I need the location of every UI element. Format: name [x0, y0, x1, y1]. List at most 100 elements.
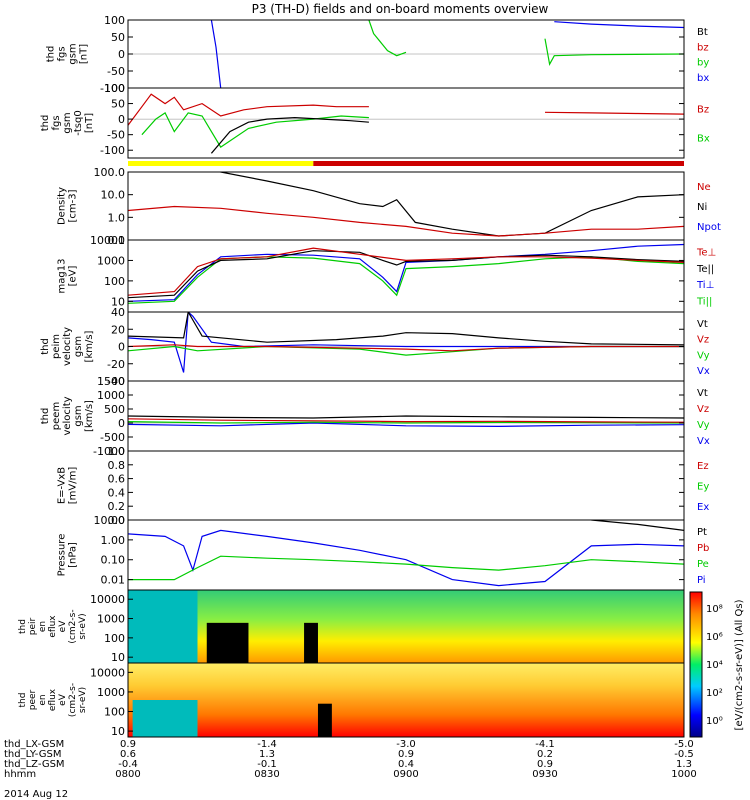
y-axis-label: [nPa] [68, 542, 79, 568]
colorbar: 10⁸ 10⁶ 10⁴ 10² 10⁰ [eV/(cm2-s-sr-eV)] (All Q… [689, 591, 745, 738]
y-tick-label: 50 [111, 98, 125, 111]
colorbar-scale [689, 591, 703, 738]
legend-te: Te|| [696, 264, 714, 275]
x-row-label: thd_LZ-GSM [4, 759, 65, 770]
series-group [128, 172, 684, 237]
y-axis-label: [nT] [79, 44, 90, 64]
y-axis-label: gsm [62, 112, 73, 133]
y-tick-label: -100 [100, 82, 125, 95]
y-axis-label: thd [40, 115, 51, 132]
y-axis-label: thd [40, 408, 51, 425]
y-tick-label: -100 [100, 144, 125, 157]
x-tick-label: -4.1 [535, 739, 555, 750]
legend-vz: Vz [697, 404, 709, 415]
series-line-vy [128, 345, 684, 356]
y-tick-label: 10.0 [101, 189, 126, 202]
y-tick-label: -50 [107, 129, 125, 142]
legend-ez: Ez [697, 461, 709, 472]
legend-bz: bz [697, 42, 709, 53]
legend-vt: Vt [697, 319, 708, 330]
legend-bt: Bt [697, 27, 708, 38]
y-tick-label: 0 [118, 48, 125, 61]
series-group [128, 312, 684, 373]
y-axis-label: thd [18, 619, 28, 634]
colorbar-tick-label: 10⁰ [706, 716, 723, 727]
x-tick-label: -1.4 [257, 739, 277, 750]
y-tick-label: 100 [104, 14, 125, 27]
panel-density: 100.0 10.0 1.0 0.1 Density [cm-3] Ne Ni Npot [57, 166, 721, 247]
panel-pressure: 10.00 1.00 0.10 0.01 Pressure [nPa] Pt Pb Pe Pi [57, 514, 709, 591]
y-tick-label: 20 [111, 323, 125, 336]
spectrogram-gap [317, 703, 332, 737]
spectrogram-gap [132, 700, 198, 737]
panel-temp: 10000 1000 100 10 mag13 [eV] Te⊥ Te|| Ti⊥ Ti|| [57, 234, 716, 313]
x-tick-label: 0930 [532, 769, 557, 780]
y-axis-label: sr-eV) [78, 613, 88, 639]
y-tick-label: 10000 [90, 666, 125, 679]
y-tick-label: 0 [118, 341, 125, 354]
y-tick-label: 0.8 [108, 459, 126, 472]
y-axis-label: peer [28, 689, 38, 710]
y-tick-label: 1500 [97, 375, 125, 388]
y-axis-label: [km/s] [84, 330, 95, 362]
x-tick-label: 0.9 [537, 759, 553, 770]
legend-te: Te⊥ [696, 247, 716, 258]
legend-ti: Ti|| [696, 297, 712, 308]
series-line-bx [210, 20, 222, 88]
legend-ni: Ni [697, 202, 707, 213]
y-tick-label: 0.10 [101, 554, 126, 567]
figure-title: P3 (TH-D) fields and on-board moments ov… [252, 2, 549, 16]
y-tick-label: 0.01 [101, 574, 126, 587]
spectrogram-peir: 10000 1000 100 10 thd peir en eflux eV (cm2-s-sr-… [18, 589, 685, 664]
series-line-bx [554, 21, 684, 29]
panel-frame [127, 450, 685, 521]
x-row-label: thd_LX-GSM [4, 739, 64, 750]
y-tick-label: 10 [111, 651, 125, 664]
y-axis-label: (cm2-s- [68, 683, 78, 717]
y-tick-label: 10 [111, 725, 125, 738]
series-line-vz [128, 418, 684, 423]
x-tick-label: -5.0 [674, 739, 694, 750]
y-axis-label: [km/s] [84, 400, 95, 432]
y-tick-label: 1.00 [101, 534, 126, 547]
y-tick-label: 1000 [97, 686, 125, 699]
x-tick-label: -0.4 [118, 759, 138, 770]
y-tick-label: -40 [107, 375, 125, 388]
spectrogram-gap [206, 622, 249, 663]
y-axis-label: mag13 [57, 259, 68, 294]
x-tick-label: 0830 [254, 769, 279, 780]
x-tick-label: 1.3 [259, 749, 275, 760]
x-axis-date: 2014 Aug 12 [4, 789, 68, 800]
panel-frame [127, 519, 685, 591]
series-line-ti [128, 243, 684, 302]
series-group [128, 243, 684, 304]
legend-pe: Pe [697, 559, 709, 570]
colorbar-tick-label: 10² [706, 688, 723, 699]
legend-pi: Pi [697, 575, 706, 586]
series-group [128, 415, 684, 428]
y-tick-label: -1000 [93, 445, 125, 458]
y-tick-label: 40 [111, 306, 125, 319]
legend-vt: Vt [697, 388, 708, 399]
y-axis-label: en [38, 621, 48, 632]
y-tick-label: 1000 [97, 254, 125, 267]
y-axis-label: [mV/m] [68, 467, 79, 505]
legend-ne: Ne [697, 182, 711, 193]
series-line-by [544, 38, 684, 66]
y-tick-label: 10000 [90, 234, 125, 247]
y-tick-label: 0.6 [108, 473, 126, 486]
series-group [210, 20, 684, 88]
y-tick-label: 100 [104, 632, 125, 645]
spectrogram-fill [128, 663, 684, 737]
y-tick-label: -50 [107, 65, 125, 78]
y-axis-label: peem [51, 402, 62, 430]
legend-ti: Ti⊥ [696, 280, 714, 291]
y-axis-label: gsm [73, 336, 84, 357]
series-line-vt [128, 312, 684, 346]
series-line-vt [128, 415, 684, 419]
y-axis-label: velocity [62, 327, 73, 366]
x-tick-label: 0.4 [398, 759, 414, 770]
